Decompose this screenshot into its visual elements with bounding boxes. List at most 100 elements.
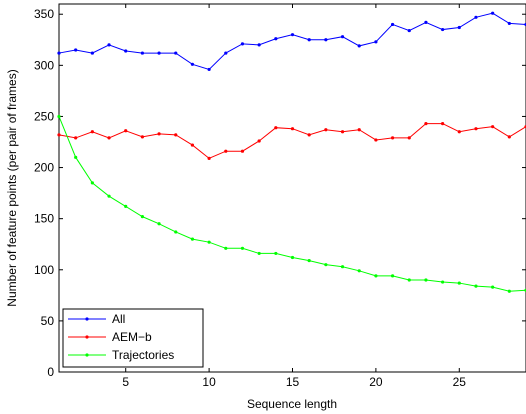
data-point — [324, 128, 328, 132]
data-point — [424, 122, 428, 126]
data-point — [140, 51, 144, 55]
data-point — [57, 51, 61, 55]
data-point — [290, 33, 295, 37]
data-point — [507, 289, 511, 293]
x-tick-label: 5 — [122, 375, 129, 389]
data-point — [491, 285, 495, 289]
data-point — [474, 15, 478, 19]
data-point — [90, 51, 94, 55]
data-point — [441, 27, 445, 32]
data-point — [157, 222, 161, 226]
data-point — [207, 67, 211, 72]
data-point — [124, 129, 128, 133]
y-tick-label: 150 — [34, 212, 54, 226]
data-point — [207, 240, 211, 244]
data-point — [140, 215, 144, 219]
data-point — [407, 278, 411, 282]
data-point — [457, 130, 461, 134]
y-tick-label: 350 — [34, 7, 54, 21]
data-point — [124, 49, 128, 53]
legend-label: All — [112, 312, 125, 326]
data-point — [441, 280, 445, 284]
x-tick-label: 10 — [202, 375, 216, 389]
data-point — [340, 35, 345, 39]
y-tick-label: 50 — [41, 314, 55, 328]
data-point — [324, 263, 328, 267]
y-axis-label: Number of feature points (per pair of fr… — [5, 69, 19, 306]
data-point — [307, 38, 311, 42]
data-point — [474, 284, 478, 288]
data-point — [57, 133, 61, 137]
data-point — [57, 114, 61, 119]
legend-marker — [85, 317, 89, 321]
data-point — [340, 130, 345, 134]
data-point — [357, 44, 361, 48]
data-point — [74, 136, 78, 140]
data-point — [74, 48, 78, 52]
data-point — [74, 155, 78, 159]
data-point — [374, 274, 378, 278]
data-point — [340, 265, 345, 269]
x-axis-label: Sequence length — [247, 397, 337, 411]
data-point — [257, 251, 261, 256]
data-point — [507, 135, 511, 139]
data-point — [491, 11, 495, 15]
data-point — [157, 132, 161, 136]
data-point — [357, 269, 361, 273]
data-point — [224, 51, 228, 55]
data-point — [240, 42, 245, 46]
y-tick-label: 0 — [47, 365, 54, 379]
data-point — [307, 258, 311, 263]
data-point — [407, 136, 411, 140]
data-point — [207, 156, 211, 160]
data-point — [257, 139, 261, 143]
data-point — [224, 246, 228, 250]
data-point — [274, 126, 278, 130]
data-point — [290, 255, 295, 260]
data-point — [107, 136, 111, 140]
y-tick-label: 250 — [34, 109, 54, 123]
data-point — [224, 149, 228, 153]
data-point — [107, 43, 111, 47]
data-point — [274, 251, 278, 256]
x-tick-label: 20 — [369, 375, 383, 389]
data-point — [507, 21, 511, 26]
y-tick-label: 100 — [34, 263, 54, 277]
data-point — [357, 128, 361, 132]
data-point — [174, 133, 178, 137]
y-tick-label: 200 — [34, 161, 54, 175]
data-point — [441, 122, 445, 126]
data-point — [324, 38, 328, 42]
legend-label: AEM−b — [112, 330, 152, 344]
data-point — [274, 37, 278, 41]
data-point — [257, 43, 261, 47]
x-tick-label: 15 — [286, 375, 300, 389]
data-point — [90, 130, 94, 134]
data-point — [157, 51, 161, 55]
data-point — [190, 237, 195, 241]
data-point — [90, 181, 94, 185]
data-point — [390, 136, 395, 140]
legend-marker — [85, 335, 89, 339]
data-point — [240, 246, 245, 250]
y-tick-label: 300 — [34, 58, 54, 72]
series-aem-b — [57, 122, 526, 160]
data-point — [457, 25, 461, 30]
legend-label: Trajectories — [112, 348, 174, 362]
data-point — [124, 204, 128, 208]
data-point — [457, 281, 461, 285]
data-point — [140, 135, 144, 139]
data-point — [307, 133, 311, 137]
data-point — [407, 28, 411, 33]
data-point — [491, 125, 495, 129]
series-all — [57, 11, 526, 72]
legend-marker — [85, 353, 89, 357]
data-point — [374, 138, 378, 142]
data-point — [390, 274, 395, 278]
data-point — [240, 149, 245, 153]
data-point — [174, 51, 178, 55]
data-point — [174, 230, 178, 234]
data-point — [374, 40, 378, 44]
data-point — [107, 194, 111, 198]
